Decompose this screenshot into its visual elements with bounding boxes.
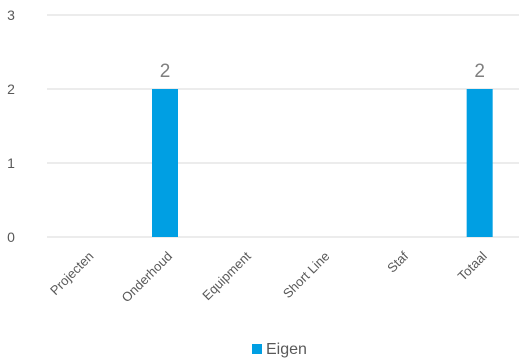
x-tick-label: Short Line [280,249,333,302]
y-tick-label: 2 [7,81,15,97]
x-tick-label: Onderhoud [119,249,176,306]
bar-totaal [466,89,493,237]
y-tick-label: 1 [7,155,15,171]
y-tick-label: 0 [7,229,15,245]
data-label: 2 [160,61,171,82]
x-tick-label: Staf [384,248,411,275]
legend-swatch-eigen [252,344,262,354]
legend-label-eigen: Eigen [266,341,307,358]
x-axis-ticks: Projecten Onderhoud Equipment Short Line Sta… [47,248,490,305]
x-tick-label: Totaal [455,248,490,283]
y-tick-label: 3 [7,7,15,23]
x-tick-label: Equipment [199,248,254,303]
gridlines [47,14,519,238]
data-label: 2 [474,61,485,82]
bar-onderhoud [152,89,178,237]
bars [152,89,493,237]
x-tick-label: Projecten [47,249,96,298]
y-axis-ticks: 0 1 2 3 [7,7,15,245]
legend: Eigen [252,341,307,358]
